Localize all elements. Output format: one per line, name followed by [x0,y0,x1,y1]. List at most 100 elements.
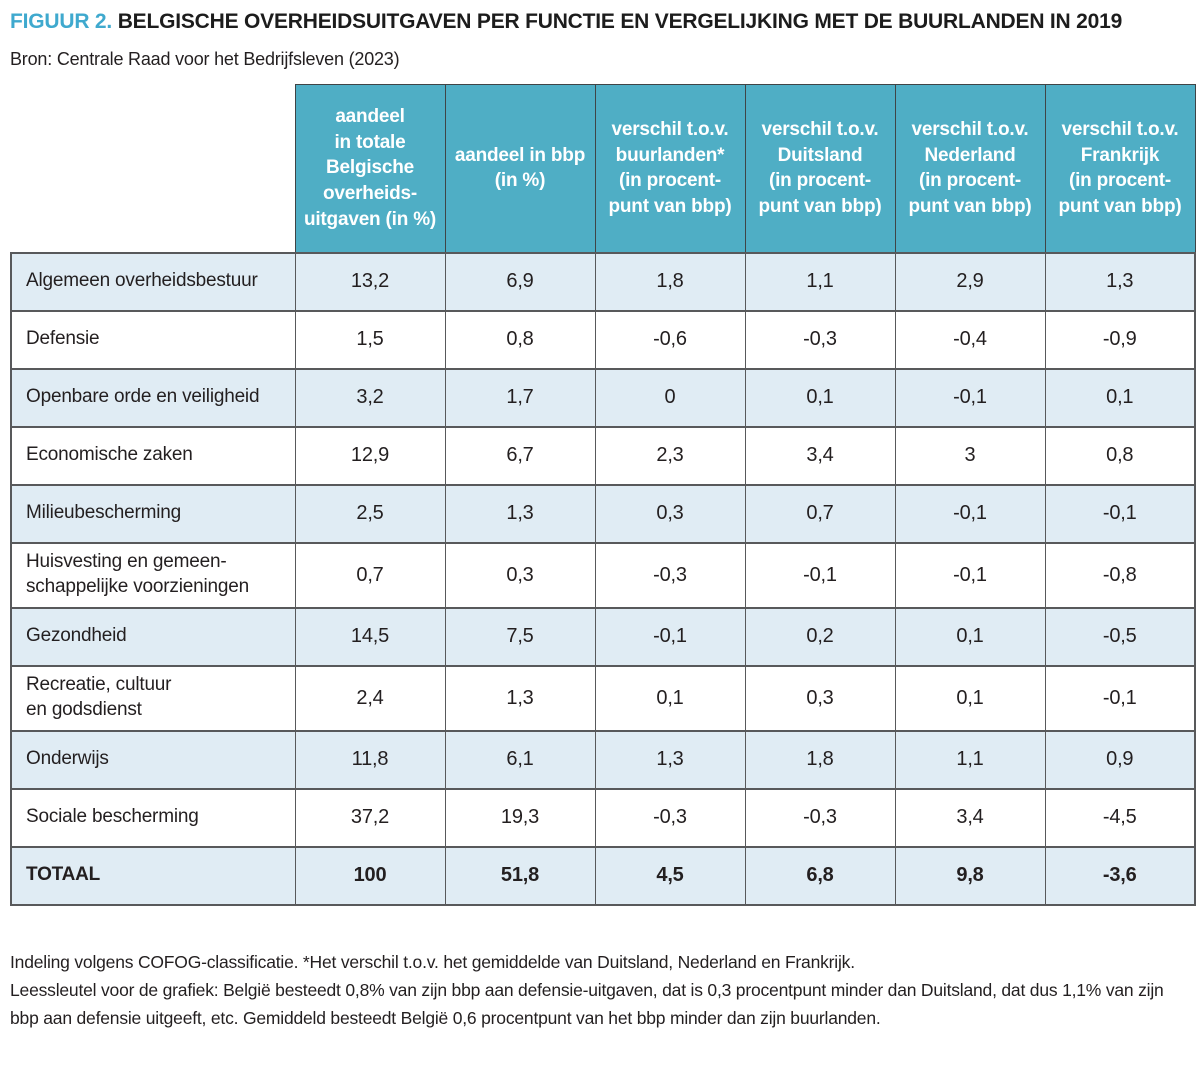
row-label: Onderwijs [10,729,296,790]
cell-value: 1,8 [594,251,746,312]
cell-value: -4,5 [1044,787,1196,848]
cell-value: 4,5 [594,845,746,906]
cell-value: -0,8 [1044,541,1196,609]
cell-value: 6,8 [744,845,896,906]
total-row: TOTAAL 100 51,8 4,5 6,8 9,8 -3,6 [10,845,1196,906]
cell-value: 1,3 [594,729,746,790]
cell-value: 0,3 [744,664,896,732]
cell-value: 0,1 [594,664,746,732]
cell-value: 51,8 [444,845,596,906]
cell-value: 2,4 [294,664,446,732]
cell-value: -0,6 [594,309,746,370]
row-label: TOTAAL [10,845,296,906]
figure-page: FIGUUR 2. BELGISCHE OVERHEIDSUITGAVEN PE… [10,10,1196,1032]
cell-value: -0,1 [1044,483,1196,544]
table-row: Onderwijs 11,8 6,1 1,3 1,8 1,1 0,9 [10,729,1196,790]
cell-value: -0,1 [894,367,1046,428]
cell-value: -0,3 [594,787,746,848]
column-header: aandeel in bbp (in %) [444,84,596,253]
row-label: Sociale bescherming [10,787,296,848]
row-label: Openbare orde en veiligheid [10,367,296,428]
cell-value: 37,2 [294,787,446,848]
cell-value: 1,8 [744,729,896,790]
figure-label: FIGUUR 2. [10,10,113,33]
row-label: Gezondheid [10,606,296,667]
cell-value: -0,1 [894,541,1046,609]
cell-value: -3,6 [1044,845,1196,906]
cell-value: 3 [894,425,1046,486]
cell-value: 0,8 [1044,425,1196,486]
cell-value: 0,7 [294,541,446,609]
table-row: Sociale bescherming 37,2 19,3 -0,3 -0,3 3,4 -4… [10,787,1196,848]
cell-value: 6,7 [444,425,596,486]
cell-value: 1,3 [1044,251,1196,312]
cell-value: 0,1 [894,606,1046,667]
footnote-classification: Indeling volgens COFOG-classificatie. *H… [10,951,855,972]
cell-value: 0,9 [1044,729,1196,790]
cell-value: 2,9 [894,251,1046,312]
row-label: Recreatie, cultuur en godsdienst [10,664,296,732]
row-label: Huisvesting en gemeen- schappelijke voor… [10,541,296,609]
cell-value: -0,9 [1044,309,1196,370]
cell-value: 12,9 [294,425,446,486]
cell-value: 2,3 [594,425,746,486]
cell-value: 1,1 [894,729,1046,790]
table-body: Algemeen overheidsbestuur 13,2 6,9 1,8 1,1 2,… [10,251,1196,906]
cell-value: 0,7 [744,483,896,544]
cell-value: 7,5 [444,606,596,667]
column-header: aandeel in totale Belgische overheids- u… [294,84,446,253]
table-row: Milieubescherming 2,5 1,3 0,3 0,7 -0,1 -0,1 [10,483,1196,544]
cell-value: 1,3 [444,664,596,732]
cell-value: 1,1 [744,251,896,312]
figure-title: FIGUUR 2. BELGISCHE OVERHEIDSUITGAVEN PE… [10,10,1192,34]
header-row: aandeel in totale Belgische overheids- u… [11,84,1196,253]
cell-value: -0,1 [744,541,896,609]
footnotes: Indeling volgens COFOG-classificatie. *H… [10,948,1192,1032]
table-row: Algemeen overheidsbestuur 13,2 6,9 1,8 1,1 2,… [10,251,1196,312]
source-line: Bron: Centrale Raad voor het Bedrijfslev… [10,49,400,69]
cell-value: 3,4 [744,425,896,486]
cell-value: 19,3 [444,787,596,848]
cell-value: 9,8 [894,845,1046,906]
cell-value: 6,9 [444,251,596,312]
cell-value: 6,1 [444,729,596,790]
column-header: verschil t.o.v. Nederland (in procent- p… [894,84,1046,253]
cell-value: -0,4 [894,309,1046,370]
cell-value: 0,3 [444,541,596,609]
cell-value: -0,5 [1044,606,1196,667]
row-label: Defensie [10,309,296,370]
cell-value: 0,2 [744,606,896,667]
cell-value: 2,5 [294,483,446,544]
cell-value: 0,8 [444,309,596,370]
table-row: Economische zaken 12,9 6,7 2,3 3,4 3 0,8 [10,425,1196,486]
column-header: verschil t.o.v. buurlanden* (in procent-… [594,84,746,253]
cell-value: 13,2 [294,251,446,312]
cell-value: -0,1 [1044,664,1196,732]
cell-value: -0,3 [594,541,746,609]
cell-value: 100 [294,845,446,906]
corner-cell [11,84,295,253]
cell-value: 1,3 [444,483,596,544]
row-label: Milieubescherming [10,483,296,544]
cell-value: -0,1 [594,606,746,667]
cell-value: 0,3 [594,483,746,544]
table-header: aandeel in totale Belgische overheids- u… [11,84,1196,253]
cell-value: -0,3 [744,787,896,848]
table-row: Gezondheid 14,5 7,5 -0,1 0,2 0,1 -0,5 [10,606,1196,667]
figure-title-text: BELGISCHE OVERHEIDSUITGAVEN PER FUNCTIE … [117,10,1123,33]
cell-value: 1,5 [294,309,446,370]
row-label: Economische zaken [10,425,296,486]
cell-value: 0,1 [894,664,1046,732]
cell-value: -0,3 [744,309,896,370]
cell-value: 3,2 [294,367,446,428]
column-header: verschil t.o.v. Frankrijk (in procent- p… [1044,84,1196,253]
table-row: Recreatie, cultuur en godsdienst 2,4 1,3 0,… [10,664,1196,732]
cell-value: -0,1 [894,483,1046,544]
table-row: Defensie 1,5 0,8 -0,6 -0,3 -0,4 -0,9 [10,309,1196,370]
cell-value: 0,1 [1044,367,1196,428]
cell-value: 14,5 [294,606,446,667]
cell-value: 1,7 [444,367,596,428]
row-label: Algemeen overheidsbestuur [10,251,296,312]
footnote-reading-key: Leessleutel voor de grafiek: België best… [10,979,1164,1028]
column-header: verschil t.o.v. Duitsland (in procent- p… [744,84,896,253]
